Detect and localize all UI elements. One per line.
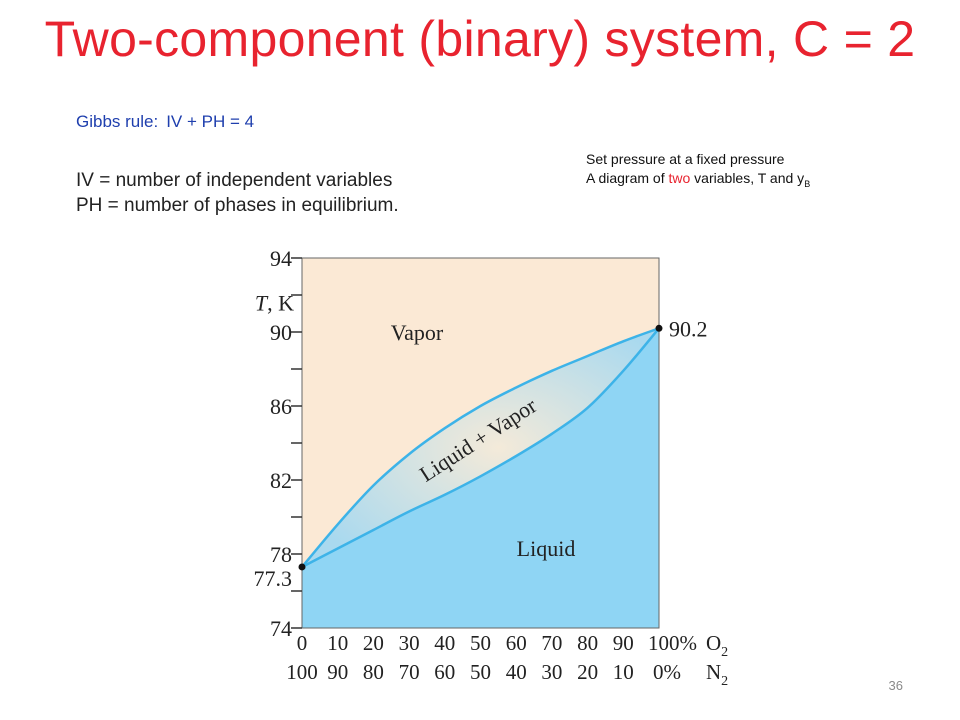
y-tick-label: 74 [270,616,292,641]
x-top-tick-label: 80 [577,631,598,655]
note-line-2-highlight: two [668,170,691,186]
gibbs-rule-label: Gibbs rule: [76,112,159,131]
endpoint-dot [298,563,306,571]
x-top-tick-label: 40 [434,631,455,655]
liquid-region [302,328,659,628]
y-tick-label: 82 [270,468,292,493]
note-line-2-post: variables, T and y [690,170,805,186]
x-bottom-tick-label: 20 [577,660,598,684]
note-line-2-subscript: B [804,178,811,189]
gibbs-rule-equation: IV + PH = 4 [166,112,255,131]
endpoint-label: 77.3 [254,566,293,591]
dew-point-curve [301,327,660,568]
note-line-2-pre: A diagram of [586,170,669,186]
slide-title: Two-component (binary) system, C = 2 [44,11,916,67]
x-top-tick-label: 90 [613,631,634,655]
x-top-tick-label: 30 [399,631,420,655]
x-top-tick-label: 10 [327,631,348,655]
x-bottom-tick-label: 40 [506,660,527,684]
pressure-note: Set pressure at a fixed pressure A diagr… [586,150,810,194]
x-top-tick-label: 50 [470,631,491,655]
y-tick-label: 86 [270,394,292,419]
note-line-1: Set pressure at a fixed pressure [586,151,785,167]
x-top-species-label: O2 [706,631,728,660]
bubble-point-curve [301,327,660,569]
x-top-tick-label: 20 [363,631,384,655]
y-tick-label: 78 [270,542,292,567]
region-label-liquid: Liquid [517,536,576,561]
x-bottom-tick-label: 70 [399,660,420,684]
definitions: IV = number of independent variables PH … [76,168,399,218]
x-top-tick-label: 100% [648,631,697,655]
y-axis-label: T, K [255,290,294,315]
x-top-tick-label: 70 [541,631,562,655]
x-bottom-tick-label: 10 [613,660,634,684]
definition-ph: PH = number of phases in equilibrium. [76,195,399,216]
two-phase-region [302,328,659,567]
x-bottom-tick-label: 80 [363,660,384,684]
region-label-vapor: Vapor [391,320,444,345]
note-line-2: A diagram of two variables, T and yB [586,169,810,194]
x-bottom-tick-label: 50 [470,660,491,684]
gibbs-rule: Gibbs rule: IV + PH = 4 [76,112,254,132]
page-number: 36 [888,678,903,693]
x-bottom-species-label: N2 [706,660,728,689]
x-top-tick-label: 0 [297,631,308,655]
x-bottom-tick-label: 100 [286,660,318,684]
x-bottom-tick-label: 90 [327,660,348,684]
x-top-tick-label: 60 [506,631,527,655]
endpoint-dot [655,324,663,332]
definition-iv: IV = number of independent variables [76,170,393,191]
x-bottom-tick-label: 0% [653,660,681,684]
x-bottom-tick-label: 30 [541,660,562,684]
endpoint-label: 90.2 [669,316,708,341]
x-bottom-tick-label: 60 [434,660,455,684]
y-tick-label: 90 [270,320,292,345]
y-tick-label: 94 [270,246,292,271]
